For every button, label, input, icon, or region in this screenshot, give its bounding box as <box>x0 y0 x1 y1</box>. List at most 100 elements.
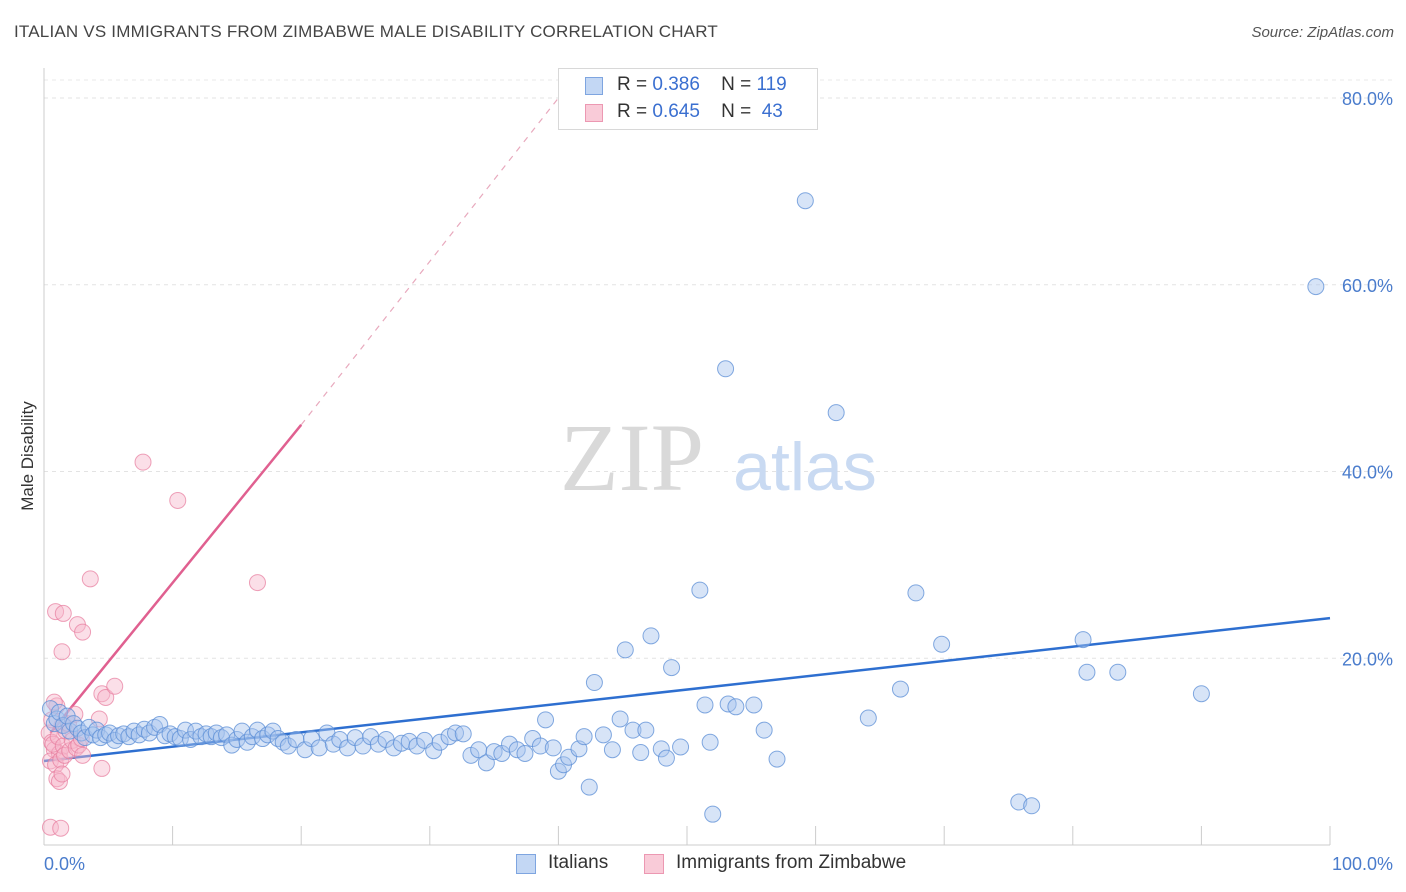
italian-point <box>663 659 681 677</box>
italian-point <box>537 711 555 729</box>
italian-point <box>1074 631 1092 649</box>
italian-point <box>642 627 660 645</box>
legend-n-value-zimbabwe: 43 <box>761 101 783 122</box>
legend-n-value-italians: 119 <box>756 74 787 95</box>
bottom-legend-label-italians: Italians <box>548 852 609 873</box>
italian-point <box>580 778 598 796</box>
italian-point <box>624 721 642 739</box>
zimbabwe-point <box>48 770 66 788</box>
zimbabwe-point <box>134 453 152 471</box>
zimbabwe-point <box>81 570 99 588</box>
zimbabwe-trend-line <box>49 424 303 734</box>
italian-point <box>207 724 225 742</box>
source-label: Source: ZipAtlas.com <box>1251 24 1394 41</box>
italian-point <box>611 710 629 728</box>
italian-point <box>431 733 449 751</box>
italian-point <box>92 729 110 747</box>
italian-point <box>575 728 593 746</box>
italian-point <box>508 741 526 759</box>
italian-point <box>768 750 786 768</box>
italian-point <box>454 725 472 743</box>
italian-point <box>652 740 670 758</box>
zimbabwe-trend-extension <box>300 97 559 426</box>
italian-point <box>1023 797 1041 815</box>
tick-labels: 20.0% 40.0% 60.0% 80.0% 0.0% 100.0% <box>44 89 1393 874</box>
zimbabwe-point <box>106 677 124 695</box>
legend-swatch-zimbabwe <box>585 104 603 122</box>
italian-point <box>1307 278 1325 296</box>
italian-point <box>637 721 655 739</box>
italian-point <box>233 722 251 740</box>
zimbabwe-point <box>93 759 111 777</box>
italian-point <box>717 360 735 378</box>
italian-point <box>796 192 814 210</box>
watermark: ZIP atlas <box>560 404 877 511</box>
watermark-atlas: atlas <box>733 429 877 505</box>
watermark-zip: ZIP <box>560 404 704 511</box>
zimbabwe-point <box>54 604 72 622</box>
italian-point <box>1109 663 1127 681</box>
italian-point <box>827 404 845 422</box>
bottom-swatch-italians <box>516 854 536 874</box>
legend-r-label: R = <box>617 101 648 122</box>
legend-n-label: N = <box>721 74 752 95</box>
italian-point <box>701 733 719 751</box>
x-tick-label: 100.0% <box>1332 854 1393 874</box>
correlation-legend: R = 0.386 N = 119 R = 0.645 N = 43 <box>558 68 818 130</box>
italian-point <box>696 696 714 714</box>
italian-point <box>672 738 690 756</box>
x-tick-label: 0.0% <box>44 854 85 874</box>
legend-r-value-italians: 0.386 <box>652 74 700 95</box>
italian-point <box>657 749 675 767</box>
italian-point <box>531 737 549 755</box>
italian-point <box>933 635 951 653</box>
legend-swatch-italians <box>585 77 603 95</box>
italian-point <box>907 584 925 602</box>
chart-title: ITALIAN VS IMMIGRANTS FROM ZIMBABWE MALE… <box>14 22 718 41</box>
italian-point <box>54 716 72 734</box>
italian-point <box>115 725 133 743</box>
bottom-swatch-zimbabwe <box>644 854 664 874</box>
zimbabwe-point <box>52 819 70 837</box>
italian-point <box>594 726 612 744</box>
zimbabwe-point <box>74 746 92 764</box>
italians-trend-line <box>43 616 1331 763</box>
axes <box>43 68 1331 846</box>
zimbabwe-point <box>53 643 71 661</box>
italian-point <box>1010 793 1028 811</box>
zimbabwe-point <box>248 574 266 592</box>
italian-point <box>516 744 534 762</box>
legend-n-label: N = <box>721 101 752 122</box>
y-tick-label: 20.0% <box>1342 649 1393 669</box>
italian-point <box>544 739 562 757</box>
italian-point <box>755 721 773 739</box>
bottom-legend-label-zimbabwe: Immigrants from Zimbabwe <box>676 852 907 873</box>
zimbabwe-point <box>97 688 115 706</box>
italian-point <box>727 698 745 716</box>
zimbabwe-point <box>169 491 187 509</box>
italian-point <box>1078 663 1096 681</box>
italian-point <box>310 739 328 757</box>
italian-point <box>603 741 621 759</box>
y-tick-label: 60.0% <box>1342 276 1393 296</box>
italian-point <box>182 730 200 748</box>
zimbabwe-point <box>47 756 65 774</box>
italian-point <box>248 721 266 739</box>
italian-point <box>891 680 909 698</box>
y-tick-label: 80.0% <box>1342 89 1393 109</box>
italian-point <box>425 742 443 760</box>
italian-point <box>691 581 709 599</box>
zimbabwe-point <box>53 765 71 783</box>
trend-lines <box>43 97 1331 763</box>
legend-r-value-zimbabwe: 0.645 <box>652 101 700 122</box>
italian-point <box>704 805 722 823</box>
italian-point <box>859 709 877 727</box>
italian-points <box>41 192 1325 823</box>
zimbabwe-point <box>74 623 92 641</box>
italian-point <box>1192 685 1210 703</box>
italian-point <box>50 703 68 721</box>
italian-point <box>632 744 650 762</box>
italian-point <box>585 674 603 692</box>
legend-r-label: R = <box>617 74 648 95</box>
